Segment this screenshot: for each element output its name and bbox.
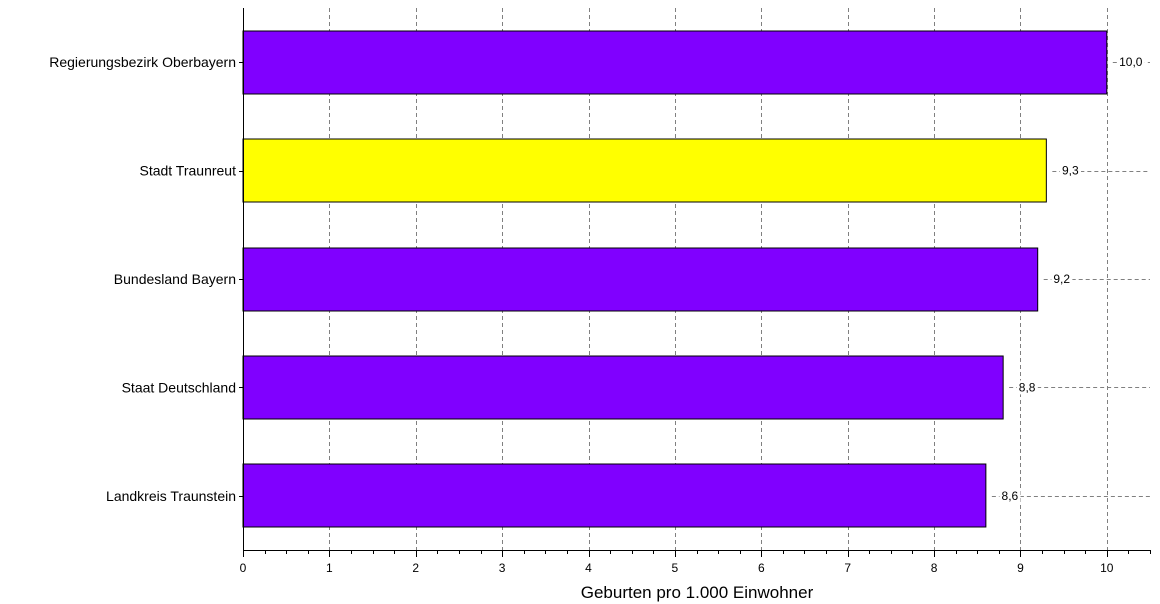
x-tick-label: 1	[326, 561, 333, 575]
x-axis-title: Geburten pro 1.000 Einwohner	[581, 583, 814, 602]
x-tick-label: 7	[844, 561, 851, 575]
value-label-background	[1059, 163, 1082, 178]
category-label: Stadt Traunreut	[139, 163, 236, 179]
value-label-background	[1016, 380, 1038, 395]
bar	[242, 355, 1004, 420]
axes	[239, 8, 1151, 557]
bars	[242, 30, 1108, 528]
x-tick-label: 10	[1100, 561, 1114, 575]
labels: 10,0 Regierungsbezirk Oberbayern 9,3 Stadt …	[49, 54, 1145, 575]
bar	[242, 30, 1108, 95]
category-label: Landkreis Traunstein	[106, 488, 236, 504]
category-label: Staat Deutschland	[122, 379, 236, 395]
x-tick-label: 6	[758, 561, 765, 575]
category-label: Bundesland Bayern	[114, 271, 236, 287]
bar	[242, 463, 987, 528]
bar-value-label: 9,2	[1053, 272, 1070, 286]
x-tick-label: 4	[585, 561, 592, 575]
bar	[242, 138, 1047, 203]
category-label: Regierungsbezirk Oberbayern	[49, 54, 236, 70]
bar-value-label: 8,8	[1019, 380, 1036, 394]
bar-value-label: 9,3	[1062, 164, 1079, 178]
bar-value-label: 8,6	[1002, 489, 1019, 503]
x-tick-label: 5	[672, 561, 679, 575]
value-label-background	[1051, 272, 1073, 286]
x-tick-label: 9	[1017, 561, 1024, 575]
x-tick-label: 2	[412, 561, 419, 575]
value-label-background	[999, 488, 1021, 503]
bar-value-label: 10,0	[1119, 55, 1143, 69]
x-tick-label: 0	[240, 561, 247, 575]
value-label-background	[1117, 55, 1145, 70]
x-tick-label: 3	[499, 561, 506, 575]
x-tick-label: 8	[931, 561, 938, 575]
bar	[242, 247, 1039, 312]
